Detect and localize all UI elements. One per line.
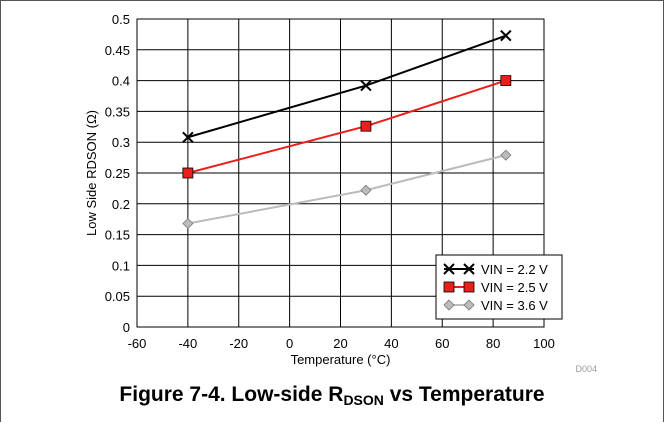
caption-main: Figure 7-4. Low-side R <box>119 383 344 406</box>
x-tick-label: 20 <box>333 336 347 351</box>
x-axis-label: Temperature (°C) <box>291 352 391 367</box>
legend-marker <box>463 299 475 311</box>
data-point <box>360 120 372 132</box>
data-point <box>182 217 194 230</box>
data-point <box>360 79 372 92</box>
series-line <box>187 34 507 139</box>
x-tick-label: 60 <box>435 336 449 351</box>
data-point <box>182 131 194 143</box>
x-tick-label: 40 <box>384 336 398 351</box>
series-layer <box>182 29 512 230</box>
x-tick-label: 80 <box>486 336 500 351</box>
legend-marker <box>443 263 455 275</box>
y-tick-label: 0.1 <box>112 258 130 273</box>
tick-labels: -60 -40 -20 0 20 40 60 80 100 0 0.05 0.1 0.15 0.2 0.25… <box>105 12 555 351</box>
y-tick-label: 0.5 <box>112 12 130 27</box>
caption-rest: vs Temperature <box>383 383 545 406</box>
legend-label: VIN = 2.5 V <box>481 280 548 295</box>
y-tick-label: 0.15 <box>105 228 130 243</box>
data-point <box>500 75 512 86</box>
marker-stroke <box>360 79 372 92</box>
x-tick-label: -20 <box>229 336 248 351</box>
x-tick-label: -60 <box>128 336 147 351</box>
marker-stroke <box>182 131 194 143</box>
legend-marker <box>463 281 475 293</box>
legend: VIN = 2.2 V VIN = 2.5 V VIN = 3.6 V <box>435 254 563 320</box>
data-point <box>360 184 372 196</box>
y-tick-label: 0 <box>123 320 130 335</box>
plot-area <box>136 18 545 328</box>
y-axis-label: Low Side RDSON (Ω) <box>84 110 99 236</box>
y-tick-label: 0.35 <box>105 104 130 119</box>
marker-stroke <box>443 263 455 275</box>
x-tick-label: -40 <box>178 336 197 351</box>
caption-subscript: DSON <box>343 392 384 408</box>
figure-code: D004 <box>575 364 597 374</box>
y-tick-label: 0.2 <box>112 197 130 212</box>
legend-marker <box>443 281 455 293</box>
chart: -60 -40 -20 0 20 40 60 80 100 0 0.05 0.1 0.15 0.2 0.25… <box>84 12 597 374</box>
x-tick-label: 0 <box>286 336 293 351</box>
figure-caption: Figure 7-4. Low-side RDSON vs Temperatur… <box>0 383 664 408</box>
series-line <box>187 79 507 174</box>
y-tick-label: 0.3 <box>112 135 130 150</box>
marker-stroke <box>463 263 475 275</box>
series-line <box>187 154 507 225</box>
legend-marker <box>443 299 455 311</box>
y-tick-label: 0.25 <box>105 166 130 181</box>
data-point <box>500 29 512 42</box>
data-point <box>182 167 194 179</box>
data-point <box>500 149 512 161</box>
y-tick-label: 0.4 <box>112 74 130 89</box>
legend-label: VIN = 2.2 V <box>481 262 548 277</box>
x-tick-label: 100 <box>533 336 555 351</box>
marker-stroke <box>500 29 512 42</box>
y-tick-label: 0.45 <box>105 43 130 58</box>
legend-marker <box>463 263 475 275</box>
y-tick-label: 0.05 <box>105 289 130 304</box>
grid <box>137 19 544 327</box>
legend-label: VIN = 3.6 V <box>481 298 548 313</box>
